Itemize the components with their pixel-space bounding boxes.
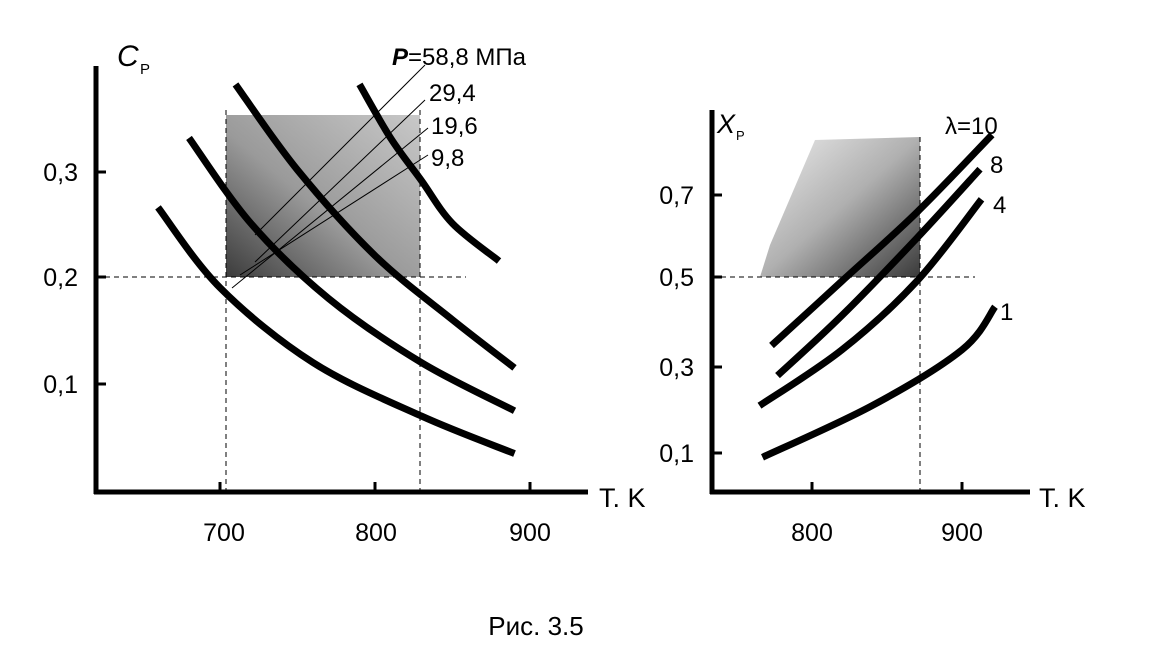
series-leader-line <box>254 64 426 236</box>
series-label: 29,4 <box>429 80 476 107</box>
series-label: 8 <box>990 152 1003 179</box>
series-label-value: 58,8 <box>422 44 469 71</box>
x-tick-label: 800 <box>791 519 833 547</box>
chart-right: 0,7 0,5 0,3 0,1 800 900 X P T. K λ=10 8 … <box>659 109 1085 547</box>
series-line <box>769 132 995 349</box>
series-label: 4 <box>993 192 1006 219</box>
y-tick-label: 0,7 <box>659 182 694 210</box>
series-lines <box>757 132 998 461</box>
x-axis-label: T. K <box>599 483 646 513</box>
x-tick-label: 700 <box>203 519 245 547</box>
series-label-unit: МПа <box>469 44 527 71</box>
series-label-prefix: λ <box>945 113 957 140</box>
series-label-prefix: P <box>392 44 409 71</box>
series-line <box>757 197 985 409</box>
y-tick-label: 0,2 <box>43 264 78 292</box>
series-line <box>775 166 983 379</box>
series-line <box>155 205 516 457</box>
series-label-eq: = <box>957 113 971 140</box>
y-tick-label: 0,1 <box>659 440 694 468</box>
x-axis-label: T. K <box>1039 483 1086 513</box>
y-tick-label: 0,1 <box>43 371 78 399</box>
series-lines <box>155 82 517 457</box>
y-tick-label: 0,5 <box>659 264 694 292</box>
series-label: λ=10 <box>945 113 998 140</box>
chart-left: 0,3 0,2 0,1 700 800 900 C P T. K P=58,8 … <box>43 40 645 547</box>
y-axis-label: X <box>716 109 736 139</box>
series-label-eq: = <box>408 44 422 71</box>
series-label: P=58,8 МПа <box>392 44 527 71</box>
series-line <box>186 135 517 414</box>
series-label: 9,8 <box>431 145 464 172</box>
series-line <box>356 82 502 264</box>
series-label-value: 10 <box>971 113 998 140</box>
figure-caption: Рис. 3.5 <box>488 611 583 641</box>
series-line <box>761 304 998 461</box>
y-tick-label: 0,3 <box>659 354 694 382</box>
y-axis-label-subscript: P <box>140 61 150 78</box>
y-axis-label: C <box>117 40 139 73</box>
series-line <box>232 82 517 371</box>
series-leader-line <box>254 99 426 263</box>
y-tick-label: 0,3 <box>43 159 78 187</box>
x-tick-label: 900 <box>941 519 983 547</box>
x-tick-label: 900 <box>509 519 551 547</box>
y-axis-label-subscript: P <box>736 128 745 143</box>
series-label: 1 <box>1000 299 1013 326</box>
x-tick-label: 800 <box>355 519 397 547</box>
series-label: 19,6 <box>431 113 478 140</box>
